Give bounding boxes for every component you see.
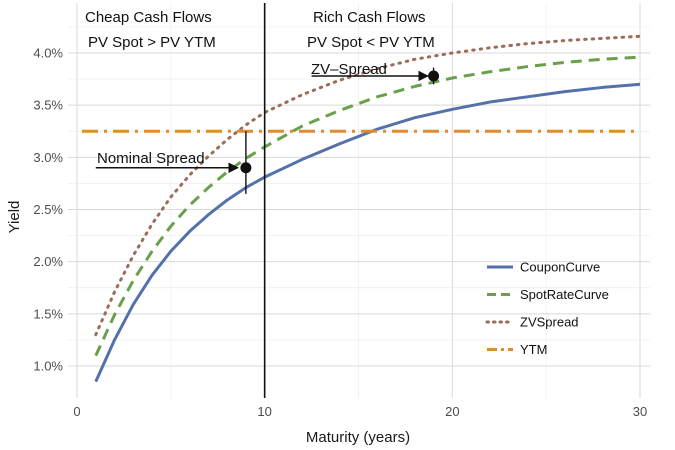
y-tick-label: 3.5% bbox=[33, 98, 63, 113]
grid bbox=[68, 3, 650, 398]
axis-ticks: 0 10 20 30 1.0% 1.5% 2.0% 2.5% 3.0% 3.5% 4.0% bbox=[33, 46, 647, 420]
annotations bbox=[95, 3, 440, 398]
y-tick-label: 3.0% bbox=[33, 150, 63, 165]
series-line-couponcurve bbox=[94, 82, 641, 383]
pv-spot-lt-pv-ytm-label: PV Spot < PV YTM bbox=[307, 34, 435, 51]
x-tick-label: 20 bbox=[445, 404, 459, 419]
x-tick-label: 0 bbox=[73, 404, 80, 419]
nominal-spread-label: Nominal Spread bbox=[97, 150, 205, 167]
series-line-spotratecurve bbox=[94, 55, 641, 357]
legend-label-zvspread: ZVSpread bbox=[520, 315, 579, 330]
x-axis-label: Maturity (years) bbox=[306, 429, 410, 446]
y-axis-label: Yield bbox=[6, 201, 23, 234]
x-tick-label: 10 bbox=[257, 404, 271, 419]
nominal-spread-point bbox=[240, 162, 252, 174]
legend-label-couponcurve: CouponCurve bbox=[520, 260, 600, 275]
pv-spot-gt-pv-ytm-label: PV Spot > PV YTM bbox=[88, 34, 216, 51]
y-tick-label: 2.5% bbox=[33, 202, 63, 217]
x-tick-label: 30 bbox=[633, 404, 647, 419]
cheap-cash-flows-label: Cheap Cash Flows bbox=[85, 9, 212, 26]
y-tick-label: 2.0% bbox=[33, 254, 63, 269]
zv-spread-point bbox=[428, 70, 440, 82]
zv-spread-label: ZV–Spread bbox=[311, 61, 387, 78]
series-line-zvspread bbox=[94, 34, 642, 337]
y-tick-label: 4.0% bbox=[33, 46, 63, 61]
rich-cash-flows-label: Rich Cash Flows bbox=[313, 9, 426, 26]
y-tick-label: 1.0% bbox=[33, 359, 63, 374]
y-tick-label: 1.5% bbox=[33, 306, 63, 321]
legend: CouponCurve SpotRateCurve ZVSpread YTM bbox=[485, 260, 609, 357]
legend-label-ytm: YTM bbox=[520, 342, 547, 357]
legend-label-spotratecurve: SpotRateCurve bbox=[520, 287, 609, 302]
series bbox=[82, 34, 642, 383]
